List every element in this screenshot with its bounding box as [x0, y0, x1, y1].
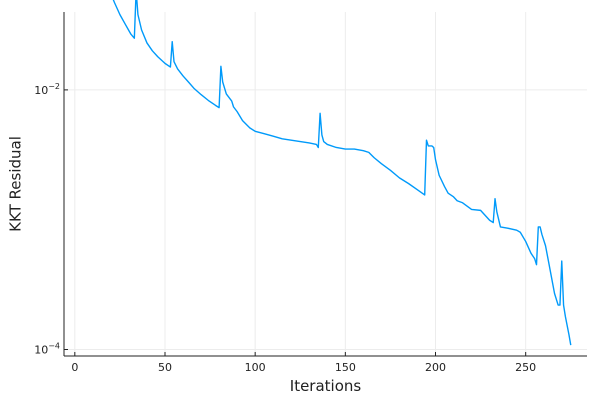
x-axis-title: Iterations: [290, 377, 362, 395]
x-tick-label: 0: [71, 361, 78, 374]
x-tick-label: 150: [335, 361, 356, 374]
series-layer: [112, 0, 572, 346]
y-tick-label: 10−4: [34, 342, 60, 357]
ticks: 0 50 100 150 200 250 10−2 10−4: [34, 82, 536, 374]
y-axis-title: KKT Residual: [7, 136, 25, 232]
grid: [64, 12, 587, 356]
x-tick-label: 200: [425, 361, 446, 374]
x-tick-label: 250: [515, 361, 536, 374]
axes: [63, 12, 587, 357]
y-tick-label: 10−2: [34, 82, 60, 97]
x-tick-label: 50: [158, 361, 172, 374]
x-tick-label: 100: [245, 361, 266, 374]
series-line: [112, 0, 572, 346]
